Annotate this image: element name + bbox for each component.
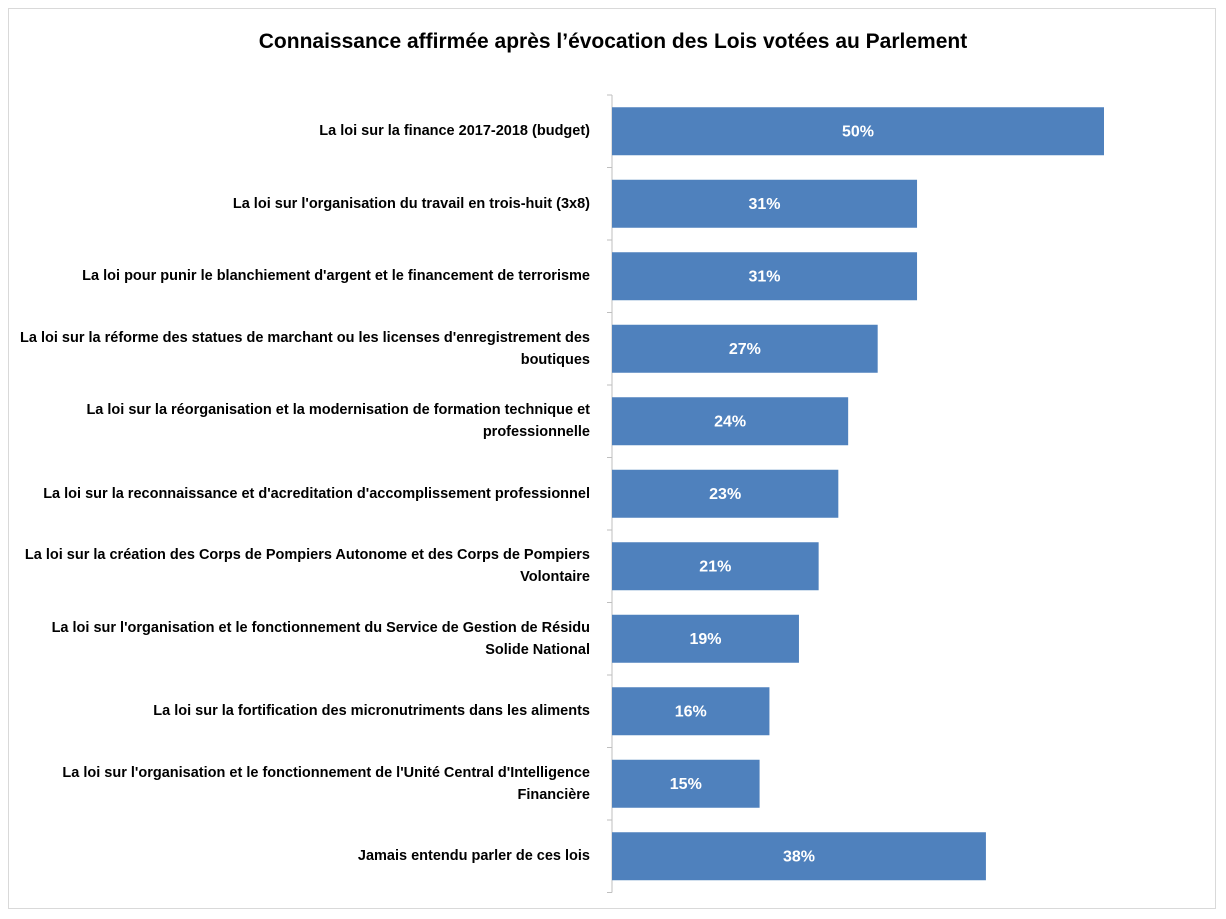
bar bbox=[612, 614, 799, 663]
bar bbox=[612, 687, 770, 736]
chart-frame bbox=[8, 8, 1216, 909]
value-label: 15% bbox=[670, 776, 702, 793]
bar bbox=[612, 542, 819, 591]
bar bbox=[612, 469, 839, 518]
value-label: 50% bbox=[842, 123, 874, 140]
value-label: 21% bbox=[699, 558, 731, 575]
category-label: La loi sur l'organisation du travail en … bbox=[232, 195, 590, 212]
value-label: 27% bbox=[729, 341, 761, 358]
category-label: La loi pour punir le blanchiement d'arge… bbox=[82, 268, 590, 285]
bar bbox=[612, 759, 760, 808]
category-label: La loi sur la réorganisation et la moder… bbox=[86, 402, 590, 441]
bar bbox=[612, 324, 878, 373]
bar bbox=[612, 397, 849, 446]
bar bbox=[612, 252, 918, 301]
chart-title: Connaissance affirmée après l’évocation … bbox=[258, 30, 968, 53]
category-label: La loi sur la création des Corps de Pomp… bbox=[24, 547, 590, 586]
category-label: La loi sur la réforme des statues de mar… bbox=[20, 329, 590, 368]
bar bbox=[612, 832, 986, 881]
bar bbox=[612, 179, 918, 228]
value-label: 24% bbox=[714, 413, 746, 430]
category-label: La loi sur la finance 2017-2018 (budget) bbox=[319, 123, 590, 140]
category-label: La loi sur l'organisation et le fonction… bbox=[51, 619, 590, 658]
category-label: La loi sur la reconnaissance et d'acredi… bbox=[43, 485, 590, 502]
category-label: Jamais entendu parler de ces lois bbox=[357, 848, 590, 865]
category-label: La loi sur l'organisation et le fonction… bbox=[62, 764, 590, 803]
value-label: 38% bbox=[783, 848, 815, 865]
value-label: 23% bbox=[709, 486, 741, 503]
value-label: 31% bbox=[749, 268, 781, 285]
bar bbox=[612, 107, 1104, 156]
category-label: La loi sur la fortification des micronut… bbox=[153, 703, 590, 720]
value-label: 31% bbox=[749, 196, 781, 213]
value-label: 19% bbox=[689, 631, 721, 648]
value-label: 16% bbox=[675, 703, 707, 720]
